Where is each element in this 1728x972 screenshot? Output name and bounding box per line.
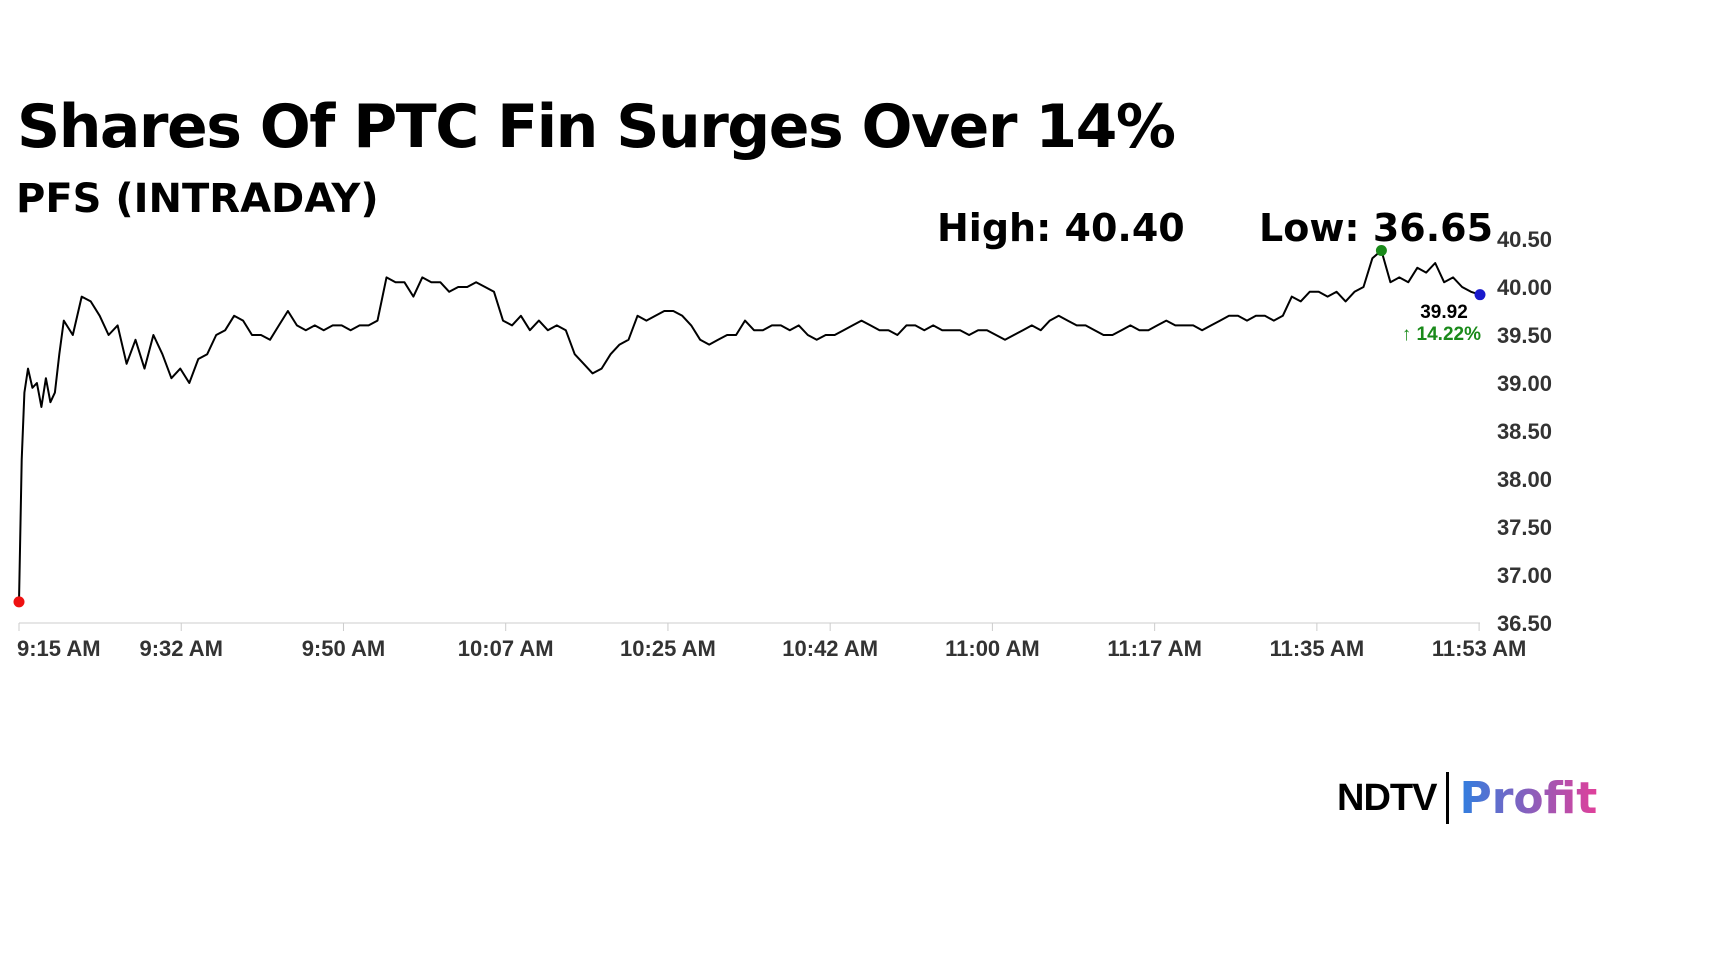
x-tick-label: 11:17 AM [1107, 636, 1202, 661]
price-series-line [18, 249, 1481, 602]
y-tick-label: 37.00 [1497, 563, 1552, 588]
x-tick-label: 10:42 AM [782, 636, 878, 661]
chart-title: Shares Of PTC Fin Surges Over 14% [17, 92, 1176, 162]
x-tick-label: 11:00 AM [945, 636, 1040, 661]
x-axis: 9:15 AM 9:32 AM 9:50 AM 10:07 AM 10:25 AM 10:… [17, 622, 1527, 661]
y-tick-label: 38.00 [1497, 467, 1552, 492]
y-tick-label: 37.50 [1497, 515, 1552, 540]
x-tick-label: 11:53 AM [1432, 636, 1527, 661]
change-percent-label: ↑ 14.22% [1402, 324, 1481, 345]
x-tick-label: 9:15 AM [17, 636, 101, 661]
logo-product: Profit [1459, 772, 1598, 824]
y-tick-label: 39.50 [1497, 323, 1552, 348]
x-tick-label: 9:50 AM [302, 636, 386, 661]
open-marker [13, 596, 25, 608]
x-tick-label: 10:25 AM [620, 636, 716, 661]
high-marker [1375, 245, 1387, 257]
y-tick-label: 40.00 [1497, 275, 1552, 300]
ndtv-profit-logo: NDTV Profit [1337, 770, 1597, 826]
y-tick-label: 36.50 [1497, 611, 1552, 636]
y-axis: 40.50 40.00 39.50 39.00 38.50 38.00 37.50 37.00… [1497, 227, 1552, 636]
x-tick-label: 10:07 AM [458, 636, 554, 661]
high-label: High: 40.40 [937, 206, 1185, 250]
last-price-label: 39.92 [1420, 302, 1468, 323]
logo-brand: NDTV [1337, 776, 1437, 819]
last-marker [1474, 289, 1486, 301]
y-tick-label: 38.50 [1497, 419, 1552, 444]
x-tick-label: 11:35 AM [1270, 636, 1365, 661]
logo-divider [1446, 772, 1450, 824]
chart-markers [13, 245, 1486, 608]
y-tick-label: 39.00 [1497, 371, 1552, 396]
y-tick-label: 40.50 [1497, 227, 1552, 252]
low-label: Low: 36.65 [1259, 206, 1494, 250]
chart-subtitle: PFS (INTRADAY) [16, 176, 379, 222]
x-tick-label: 9:32 AM [139, 636, 223, 661]
